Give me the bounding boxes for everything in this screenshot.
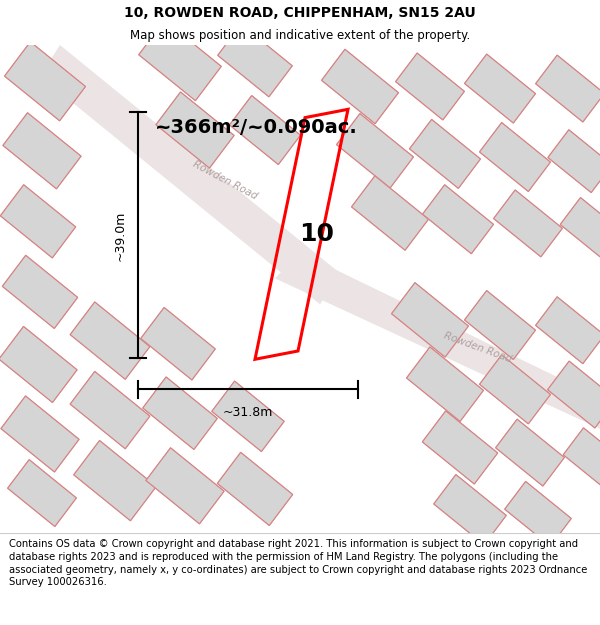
Polygon shape <box>392 282 469 357</box>
Polygon shape <box>479 122 551 191</box>
Polygon shape <box>218 24 292 97</box>
Polygon shape <box>409 119 481 188</box>
Polygon shape <box>464 291 536 359</box>
Text: Rowden Road: Rowden Road <box>191 159 259 201</box>
Polygon shape <box>548 130 600 192</box>
Polygon shape <box>4 42 86 121</box>
Polygon shape <box>536 297 600 364</box>
Text: ~366m²/~0.090ac.: ~366m²/~0.090ac. <box>155 119 358 138</box>
Polygon shape <box>146 448 224 524</box>
Polygon shape <box>3 112 81 189</box>
Polygon shape <box>352 176 428 250</box>
Polygon shape <box>2 255 78 329</box>
Polygon shape <box>548 361 600 428</box>
Polygon shape <box>479 355 551 424</box>
Polygon shape <box>496 419 565 486</box>
Polygon shape <box>536 55 600 122</box>
Polygon shape <box>40 45 340 304</box>
Text: ~31.8m: ~31.8m <box>223 406 273 419</box>
Text: Rowden Road: Rowden Road <box>443 331 514 365</box>
Polygon shape <box>139 21 221 101</box>
Polygon shape <box>505 481 571 546</box>
Polygon shape <box>0 326 77 402</box>
Polygon shape <box>140 308 215 380</box>
Polygon shape <box>422 411 498 484</box>
Text: 10: 10 <box>299 222 334 246</box>
Polygon shape <box>1 396 79 472</box>
Polygon shape <box>70 302 150 379</box>
Text: 10, ROWDEN ROAD, CHIPPENHAM, SN15 2AU: 10, ROWDEN ROAD, CHIPPENHAM, SN15 2AU <box>124 6 476 19</box>
Polygon shape <box>275 253 600 429</box>
Polygon shape <box>494 190 562 257</box>
Text: Map shows position and indicative extent of the property.: Map shows position and indicative extent… <box>130 29 470 42</box>
Polygon shape <box>560 198 600 259</box>
Polygon shape <box>8 459 76 526</box>
Polygon shape <box>337 114 413 188</box>
Polygon shape <box>0 185 76 258</box>
Polygon shape <box>434 474 506 545</box>
Polygon shape <box>395 53 464 120</box>
Polygon shape <box>212 381 284 452</box>
Polygon shape <box>407 347 484 421</box>
Polygon shape <box>70 371 150 449</box>
Polygon shape <box>422 185 494 254</box>
Polygon shape <box>464 54 536 123</box>
Polygon shape <box>217 452 293 526</box>
Polygon shape <box>143 377 217 449</box>
Polygon shape <box>563 428 600 490</box>
Polygon shape <box>74 441 156 521</box>
Polygon shape <box>229 96 301 164</box>
Text: Contains OS data © Crown copyright and database right 2021. This information is : Contains OS data © Crown copyright and d… <box>9 539 587 588</box>
Polygon shape <box>156 92 234 168</box>
Text: ~39.0m: ~39.0m <box>113 210 127 261</box>
Polygon shape <box>322 49 398 124</box>
